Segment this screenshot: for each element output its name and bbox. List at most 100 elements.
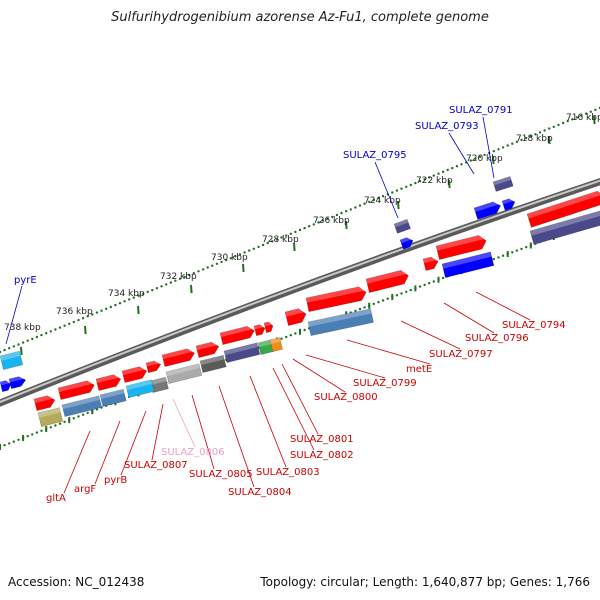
scale-dot: [275, 238, 279, 241]
scale-dot: [483, 153, 486, 157]
leader-line: [374, 161, 399, 219]
scale-dot: [49, 330, 52, 333]
scale-dot: [248, 249, 251, 252]
major-tick: [345, 220, 348, 230]
scale-dot: [26, 435, 29, 438]
scale-dot: [3, 444, 6, 447]
scale-dot: [561, 121, 565, 125]
reverse-gene-label: SULAZ_0807: [124, 460, 188, 471]
scale-dot: [49, 426, 52, 429]
major-tick: [397, 200, 400, 210]
leader-line: [443, 302, 495, 334]
scale-dot: [192, 272, 195, 275]
scale-dot: [160, 285, 163, 288]
scale-dot: [91, 313, 94, 316]
scale-dot: [289, 232, 292, 235]
scale-dot: [437, 172, 440, 175]
outer-scale-ring: [0, 106, 600, 354]
topology-summary: Topology: circular; Length: 1,640,877 bp…: [260, 575, 590, 589]
scale-dot: [575, 116, 579, 119]
gene-block: [269, 337, 283, 353]
leader-line: [400, 320, 461, 350]
major-tick: [593, 115, 596, 125]
scale-dot: [271, 240, 274, 243]
reverse-gene-label: SULAZ_0799: [353, 378, 417, 389]
leader-line: [151, 403, 164, 461]
gene-arrow: [365, 269, 409, 293]
gene-arrow: [145, 360, 162, 374]
scale-dot: [418, 285, 422, 288]
scale-dot: [206, 266, 209, 269]
gene-shine: [196, 340, 219, 351]
gene-shine: [285, 307, 306, 317]
leader-line: [63, 430, 91, 494]
scale-dot: [525, 246, 528, 249]
scale-dot: [229, 257, 232, 260]
gene-shine: [126, 379, 153, 391]
scale-dot: [501, 146, 505, 149]
scale-dot: [363, 306, 366, 309]
gene-arrow: [526, 190, 600, 228]
gene-block: [253, 323, 266, 337]
leader-line: [281, 363, 319, 435]
gene-shine: [9, 375, 26, 383]
scale-dot: [123, 300, 126, 303]
scale-dot: [552, 125, 555, 128]
scale-dot: [95, 311, 99, 314]
gene-block: [307, 308, 374, 337]
kbp-tick-label: 722 kbp: [416, 176, 453, 186]
gene-block: [257, 339, 275, 356]
scale-dot: [280, 337, 283, 340]
scale-dot: [280, 236, 283, 239]
gene-shine: [100, 389, 125, 400]
major-tick: [548, 135, 551, 145]
scale-ticks: 716 kbp 718 kbp 720 kbp 722 kbp 724 kbp 726 k…: [4, 113, 600, 356]
reverse-gene-label: metE: [406, 364, 432, 375]
scale-dot: [243, 251, 246, 254]
scale-dot: [40, 333, 43, 337]
gene-block: [365, 268, 409, 293]
scale-dot: [215, 262, 219, 265]
gene-box: [269, 337, 283, 353]
scale-dot: [469, 159, 472, 162]
scale-dot: [446, 168, 449, 172]
minor-tick: [414, 285, 417, 292]
scale-dot: [77, 318, 80, 322]
scale-dot: [386, 297, 389, 300]
scale-dot: [12, 345, 15, 348]
major-tick: [84, 325, 87, 335]
kbp-tick-label: 728 kbp: [262, 235, 299, 245]
map-title: Sulfurihydrogenibium azorense Az-Fu1, co…: [111, 10, 489, 25]
scale-dot: [178, 277, 182, 280]
scale-dot: [86, 315, 89, 318]
gene-shine: [166, 363, 201, 377]
gene-shine: [62, 395, 100, 410]
scale-dot: [188, 273, 191, 277]
gene-arrow: [195, 341, 220, 359]
scale-dot: [478, 155, 482, 158]
scale-dot: [391, 191, 394, 194]
scale-dot: [414, 181, 417, 185]
gene-block: [37, 407, 64, 427]
gene-block: [263, 321, 274, 334]
scale-dot: [105, 307, 108, 310]
scale-dot: [294, 332, 297, 335]
gene-block: [223, 342, 261, 364]
scale-dot: [548, 127, 551, 130]
scale-dot: [455, 165, 459, 168]
gene-shine: [38, 407, 61, 418]
scale-dot: [26, 339, 29, 342]
scale-dot: [197, 270, 200, 273]
gene-block: [33, 394, 56, 412]
scale-dot: [363, 202, 366, 205]
scale-dot: [497, 148, 500, 151]
kbp-tick-label: 716 kbp: [566, 113, 600, 123]
scale-dot: [72, 417, 76, 420]
minor-tick: [391, 294, 394, 300]
scale-dot: [317, 221, 320, 224]
gene-block: [219, 324, 255, 346]
leader-line: [5, 285, 23, 345]
scale-dot: [409, 288, 412, 292]
scale-dot: [100, 309, 103, 312]
